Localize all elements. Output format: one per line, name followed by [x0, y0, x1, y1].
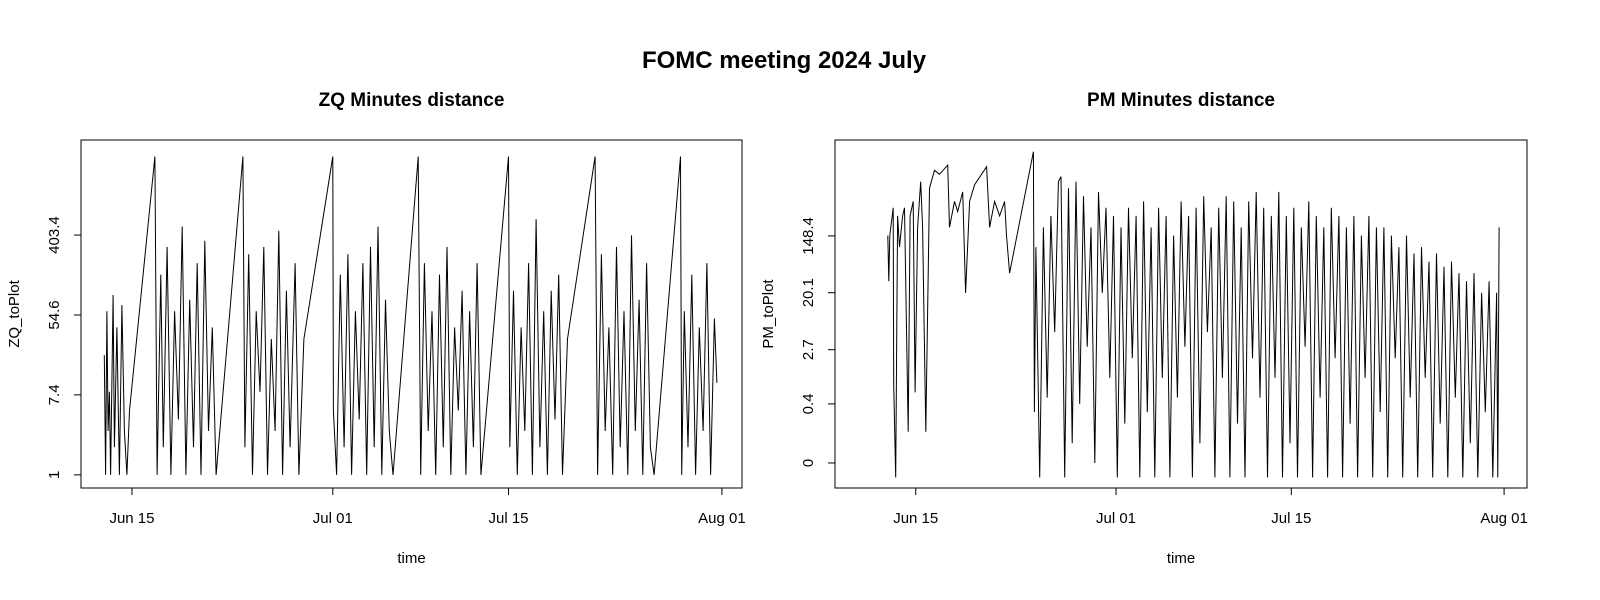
y-tick-label: 20.1: [800, 278, 817, 307]
x-tick-label: Aug 01: [698, 510, 746, 527]
y-tick-label: 7.4: [46, 384, 63, 405]
y-axis-label: ZQ_toPlot: [6, 279, 23, 347]
chart-title: PM Minutes distance: [1087, 90, 1275, 111]
data-line: [103, 156, 718, 475]
x-tick-label: Jun 15: [893, 510, 938, 527]
figure-title: FOMC meeting 2024 July: [642, 47, 927, 74]
y-axis-label: PM_toPlot: [760, 279, 777, 349]
x-tick-label: Jul 15: [489, 510, 529, 527]
x-tick-label: Jul 15: [1271, 510, 1311, 527]
x-tick-label: Jun 15: [109, 510, 154, 527]
data-line: [887, 151, 1500, 478]
x-axis-label: time: [397, 550, 425, 567]
y-tick-label: 0.4: [800, 393, 817, 414]
y-tick-label: 0: [800, 459, 817, 467]
x-axis-label: time: [1167, 550, 1195, 567]
x-tick-label: Jul 01: [313, 510, 353, 527]
x-tick-label: Jul 01: [1096, 510, 1136, 527]
y-tick-label: 54.6: [46, 300, 63, 329]
y-tick-label: 2.7: [800, 339, 817, 360]
chart-title: ZQ Minutes distance: [319, 90, 505, 111]
y-tick-label: 1: [46, 471, 63, 479]
y-tick-label: 148.4: [800, 217, 817, 255]
y-tick-label: 403.4: [46, 216, 63, 254]
x-tick-label: Aug 01: [1480, 510, 1528, 527]
